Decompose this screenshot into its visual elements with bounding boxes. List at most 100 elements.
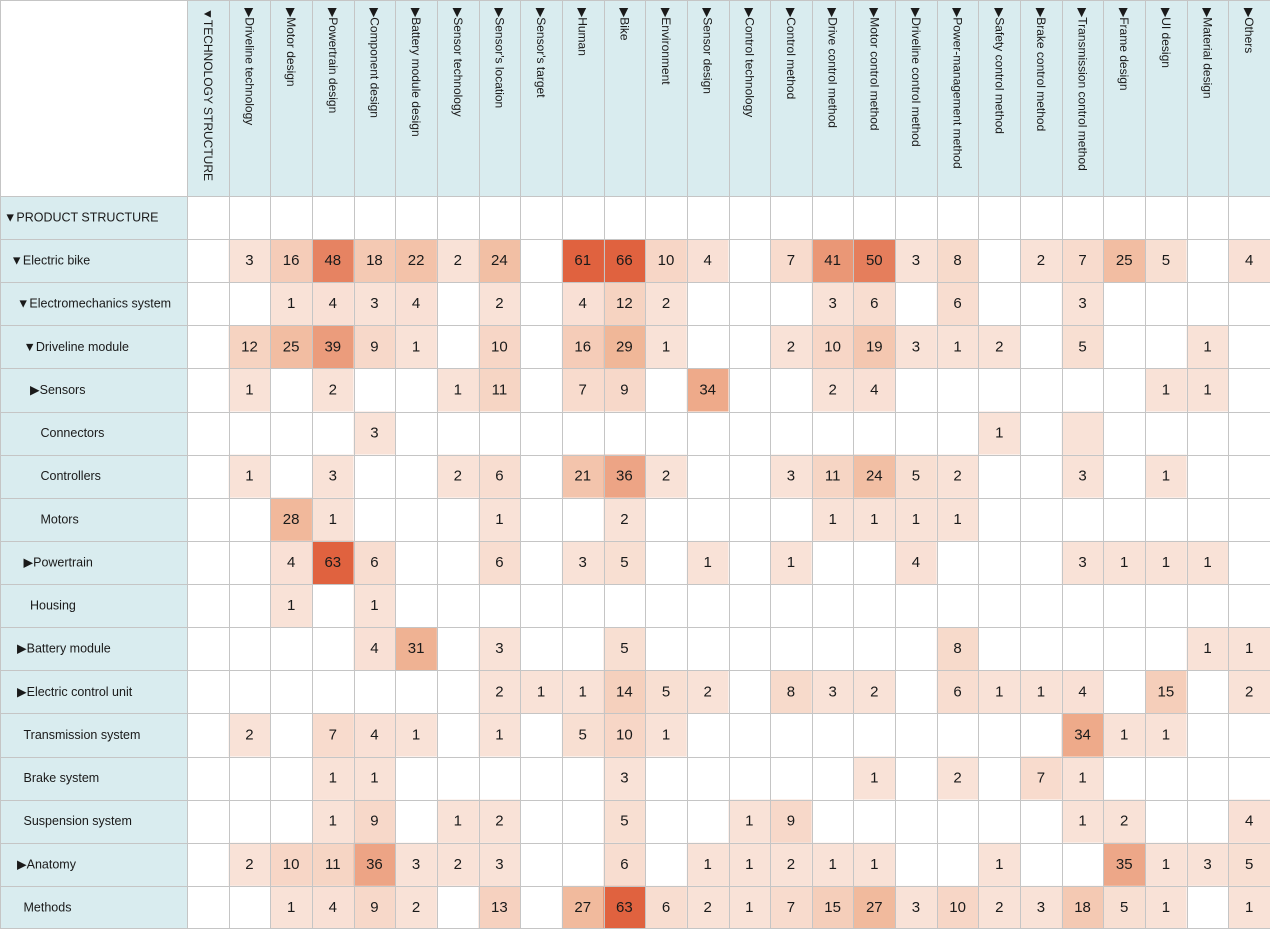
heatmap-cell xyxy=(770,368,812,412)
cell-value: 6 xyxy=(953,683,961,700)
cell-value: 3 xyxy=(912,899,920,916)
heatmap-cell xyxy=(311,325,354,369)
heatmap-cell xyxy=(228,799,271,843)
cell-value: 2 xyxy=(995,899,1003,916)
heatmap-cell xyxy=(311,756,354,800)
column-header: ▶Component design xyxy=(367,8,381,118)
heatmap-cell xyxy=(520,670,562,714)
column-header: ▶Transmission control method xyxy=(1076,8,1090,171)
heatmap-cell xyxy=(187,670,229,714)
heatmap-cell xyxy=(436,842,479,886)
heatmap-cell xyxy=(811,540,854,584)
cell-value: 4 xyxy=(870,381,878,398)
column-header: ▶Drive control method xyxy=(826,8,840,128)
heatmap-cell xyxy=(853,756,896,800)
column-header: ▶Bike xyxy=(617,8,631,41)
heatmap-cell xyxy=(561,540,604,584)
cell-value: 1 xyxy=(1078,813,1086,830)
heatmap-cell xyxy=(395,239,437,283)
heatmap-cell xyxy=(936,282,979,326)
heatmap-cell xyxy=(187,584,229,628)
heatmap-cell xyxy=(1145,282,1187,326)
cell-value: 4 xyxy=(370,640,378,657)
heatmap-cell xyxy=(353,497,396,541)
heatmap-cell xyxy=(1186,325,1229,369)
heatmap-cell xyxy=(811,670,854,714)
cell-value: 6 xyxy=(495,468,503,485)
heatmap-cell xyxy=(395,497,437,541)
cell-value: 10 xyxy=(658,252,675,269)
cell-value: 25 xyxy=(283,338,300,355)
heatmap-cell xyxy=(811,497,854,541)
cell-value: 1 xyxy=(870,511,878,528)
heatmap-cell xyxy=(1061,497,1104,541)
heatmap-cell xyxy=(395,842,437,886)
heatmap-cell xyxy=(187,627,229,671)
column-header: ▼TECHNOLOGY STRUCTURE xyxy=(201,8,215,181)
heatmap-cell xyxy=(1103,627,1146,671)
heatmap-cell xyxy=(603,411,646,455)
column-header: ▶Battery module design xyxy=(409,8,423,137)
cell-value: 19 xyxy=(866,338,883,355)
heatmap-cell xyxy=(853,885,896,929)
heatmap-cell xyxy=(311,540,354,584)
cell-value: 3 xyxy=(370,295,378,312)
heatmap-cell xyxy=(853,325,896,369)
heatmap-cell xyxy=(811,411,854,455)
cell-value: 16 xyxy=(574,338,591,355)
cell-value: 6 xyxy=(495,554,503,571)
heatmap-cell xyxy=(561,885,604,929)
column-header: ▶UI design xyxy=(1159,8,1173,68)
heatmap-cell xyxy=(228,497,271,541)
heatmap-cell xyxy=(728,368,771,412)
cell-value: 1 xyxy=(1162,899,1170,916)
cell-value: 1 xyxy=(662,338,670,355)
heatmap-cell xyxy=(187,282,229,326)
heatmap-cell xyxy=(228,713,271,757)
cell-value: 3 xyxy=(495,640,503,657)
heatmap-cell xyxy=(1020,325,1062,369)
heatmap-cell xyxy=(1228,282,1270,326)
heatmap-cell xyxy=(853,842,896,886)
heatmap-cell xyxy=(686,756,729,800)
heatmap-cell xyxy=(728,454,771,498)
cell-value: 39 xyxy=(324,338,341,355)
cell-value: 3 xyxy=(828,295,836,312)
cell-value: 1 xyxy=(245,381,253,398)
cell-value: 3 xyxy=(579,554,587,571)
heatmap-cell xyxy=(436,756,479,800)
heatmap-cell xyxy=(1061,627,1104,671)
heatmap-cell xyxy=(1020,713,1062,757)
cell-value: 1 xyxy=(1162,726,1170,743)
cell-value: 18 xyxy=(1074,899,1091,916)
heatmap-cell xyxy=(395,584,437,628)
heatmap-cell xyxy=(936,885,979,929)
heatmap-cell xyxy=(770,325,812,369)
heatmap-cell xyxy=(1061,368,1104,412)
cell-value: 9 xyxy=(370,813,378,830)
heatmap-cell xyxy=(936,756,979,800)
cell-value: 2 xyxy=(995,338,1003,355)
cell-value: 11 xyxy=(492,381,508,398)
heatmap-cell xyxy=(895,325,937,369)
heatmap-cell xyxy=(728,627,771,671)
heatmap-cell xyxy=(853,239,896,283)
column-header: ▶Frame design xyxy=(1117,8,1131,91)
heatmap-cell xyxy=(936,454,979,498)
heatmap-cell xyxy=(811,282,854,326)
heatmap-cell xyxy=(270,584,312,628)
cell-value: 24 xyxy=(491,252,508,269)
cell-value: 3 xyxy=(912,252,920,269)
heatmap-cell xyxy=(895,627,937,671)
heatmap-cell xyxy=(1061,885,1104,929)
heatmap-cell xyxy=(395,540,437,584)
cell-value: 21 xyxy=(574,468,591,485)
heatmap-cell xyxy=(228,368,271,412)
heatmap-cell xyxy=(728,497,771,541)
cell-value: 5 xyxy=(1078,338,1086,355)
heatmap-cell xyxy=(436,497,479,541)
heatmap-cell xyxy=(728,670,771,714)
heatmap-cell xyxy=(395,670,437,714)
heatmap-cell xyxy=(311,799,354,843)
